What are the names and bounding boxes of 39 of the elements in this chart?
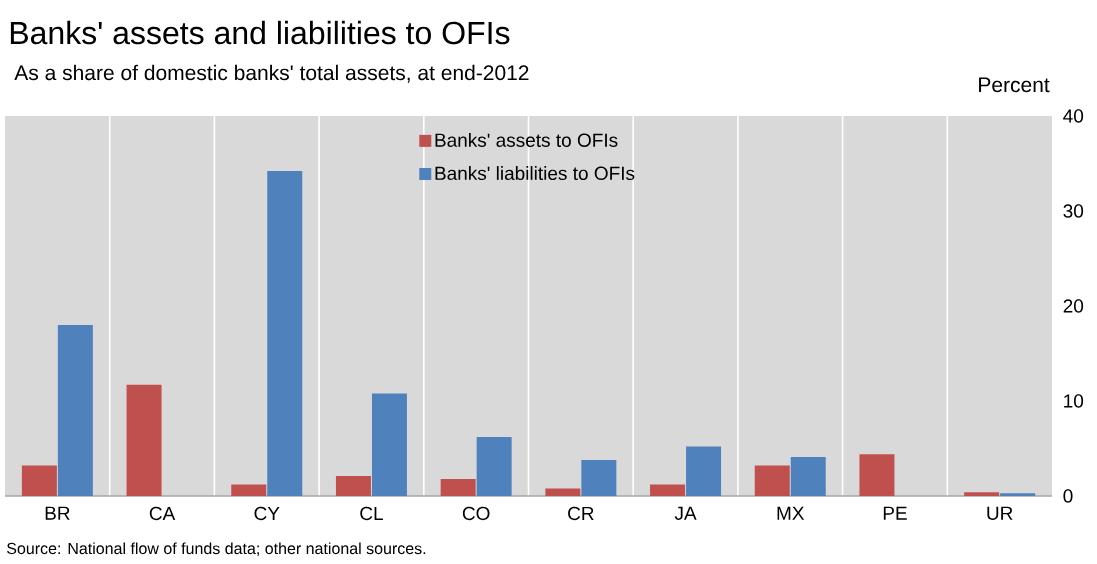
bar [1000,493,1036,496]
bar [790,457,826,496]
bar [650,484,686,496]
x-tick-label: JA [674,506,697,520]
y-axis-title: Percent [979,77,1050,93]
y-tick-label: 30 [1063,204,1084,218]
x-tick-label: BR [45,506,70,520]
bar [335,476,371,496]
x-tick-label: CO [462,506,490,521]
bar [57,324,93,496]
bar [545,488,581,496]
x-tick-label: CR [568,506,594,521]
chart-subtitle: As a share of domestic banks' total assets, at end-2012 [14,64,529,83]
x-tick-label: CY [254,506,280,521]
bar [371,393,407,496]
bar [754,465,790,496]
x-tick-label: UR [987,506,1013,520]
y-tick-label: 10 [1064,394,1084,408]
bar [440,478,476,496]
chart-title: Banks' assets and liabilities to OFIs [10,20,510,45]
x-tick-label: PE [883,506,907,520]
y-tick-label: 20 [1063,299,1084,313]
bar [21,465,57,496]
bar [231,484,267,496]
x-tick-label: CL [360,506,383,521]
source-note: Source: National flow of funds data; other national sources. [7,542,426,557]
x-tick-label: CA [149,506,176,521]
bar [476,437,512,496]
y-tick-label: 40 [1063,109,1084,123]
legend-label: Banks' liabilities to OFIs [435,166,635,181]
bar [581,459,617,496]
legend-label: Banks' assets to OFIs [435,132,618,147]
bar [267,171,303,496]
bar [964,492,1000,496]
x-tick-label: MX [777,506,805,520]
bar [686,446,722,496]
y-tick-label: 0 [1063,489,1073,503]
bar [126,384,162,496]
bar [859,454,895,496]
